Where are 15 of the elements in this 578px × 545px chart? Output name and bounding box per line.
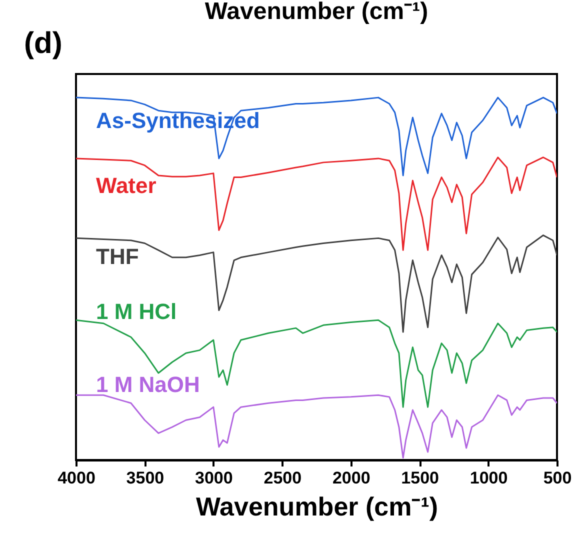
x-tick-label: 4000 [58, 468, 96, 488]
x-tick-label: 2000 [332, 468, 370, 488]
text: (d) [24, 27, 62, 60]
x-tick-label: 3500 [126, 468, 164, 488]
x-tick-label: 1000 [470, 468, 508, 488]
x-tick-label: 2500 [264, 468, 302, 488]
series-label: THF [96, 244, 139, 269]
x-axis-title: Wavenumber (cm⁻¹) [196, 492, 438, 522]
x-tick-label: 1500 [401, 468, 439, 488]
series-label: 1 M NaOH [96, 372, 200, 397]
series-label: Water [96, 173, 157, 198]
series-label: 1 M HCl [96, 299, 177, 324]
x-tick-label: 500 [543, 468, 572, 488]
x-tick-label: 3000 [195, 468, 233, 488]
text: Wavenumber (cm⁻¹) [204, 0, 428, 25]
